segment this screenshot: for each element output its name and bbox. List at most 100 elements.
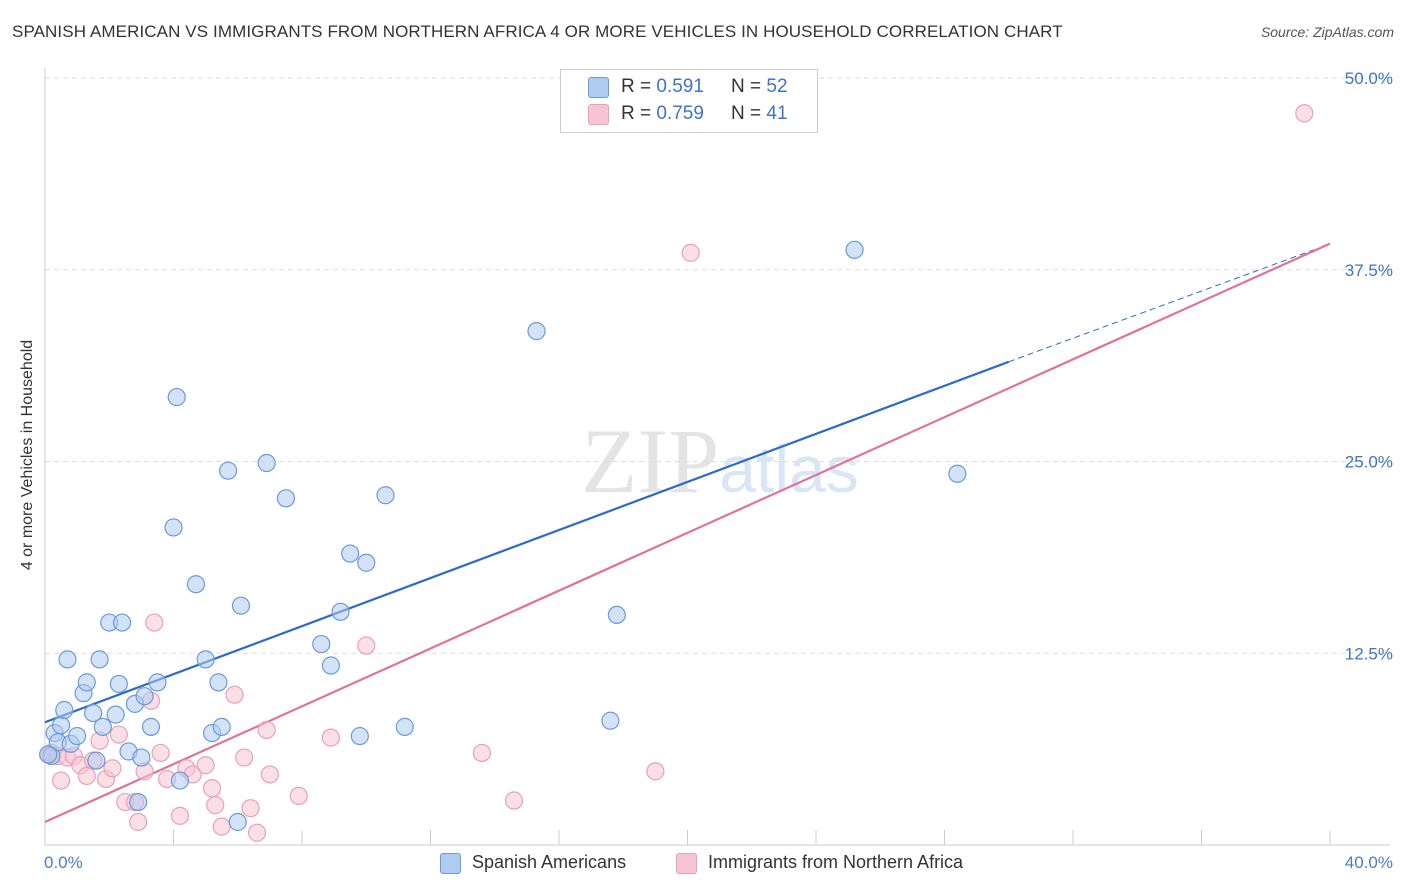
point-spanish-american — [132, 748, 151, 767]
point-spanish-american — [331, 602, 350, 621]
legend-r: R = 0.759 — [621, 103, 704, 125]
legend-label: Immigrants from Northern Africa — [708, 852, 964, 872]
point-spanish-american — [527, 322, 546, 341]
data-points — [39, 104, 1314, 842]
point-spanish-american — [376, 486, 395, 505]
point-spanish-american — [350, 726, 369, 746]
legend-r-value: 0.759 — [656, 103, 704, 124]
point-spanish-american — [55, 700, 74, 720]
legend-r-label: R = — [621, 103, 652, 124]
point-northern-africa — [472, 743, 491, 763]
point-northern-africa — [103, 759, 122, 778]
y-tick-label: 25.0% — [1345, 453, 1393, 472]
source-label: Source: ZipAtlas.com — [1260, 24, 1394, 40]
point-spanish-american — [51, 716, 71, 735]
legend-r: R = 0.591 — [621, 76, 704, 98]
point-spanish-american — [167, 387, 186, 407]
point-spanish-american — [321, 656, 341, 675]
trend-line-spanish-americans — [44, 360, 1010, 724]
legend-n: N = 41 — [731, 103, 788, 125]
point-spanish-american — [109, 674, 128, 694]
trend-line-northern-africa — [44, 242, 1331, 823]
point-northern-africa — [196, 756, 215, 775]
point-spanish-american — [87, 751, 106, 770]
point-spanish-american — [209, 673, 228, 692]
point-spanish-american — [607, 605, 626, 625]
axes — [44, 68, 1390, 846]
legend-r-label: R = — [621, 76, 652, 97]
point-spanish-american — [141, 717, 161, 736]
correlation-legend: R = 0.591 N = 52 R = 0.759 N = 41 — [560, 69, 818, 133]
point-spanish-american — [196, 650, 215, 669]
point-northern-africa — [247, 823, 267, 842]
point-spanish-american — [170, 771, 190, 790]
legend-n-label: N = — [731, 103, 762, 124]
legend-swatch-blue — [588, 77, 609, 98]
point-spanish-american — [84, 703, 103, 723]
trend-lines — [44, 242, 1331, 823]
point-spanish-american — [77, 673, 96, 692]
point-spanish-american — [186, 575, 206, 594]
point-spanish-american — [212, 717, 231, 736]
point-spanish-american — [93, 717, 112, 736]
point-spanish-american — [948, 464, 967, 483]
legend-n-value: 41 — [766, 103, 788, 124]
point-spanish-american — [68, 726, 87, 746]
point-northern-africa — [51, 771, 71, 790]
point-spanish-american — [106, 705, 125, 724]
gridlines — [45, 77, 1390, 654]
point-northern-africa — [260, 765, 279, 784]
point-northern-africa — [681, 243, 700, 262]
legend-swatch-blue — [440, 853, 461, 874]
x-axis-min-label: 0.0% — [44, 853, 83, 872]
point-spanish-american — [395, 717, 414, 736]
point-spanish-american — [164, 518, 183, 537]
point-northern-africa — [151, 743, 170, 763]
point-spanish-american — [231, 596, 251, 615]
point-northern-africa — [77, 766, 96, 786]
point-spanish-american — [276, 489, 296, 508]
point-northern-africa — [241, 799, 260, 818]
point-northern-africa — [225, 685, 244, 704]
point-northern-africa — [129, 812, 148, 832]
y-tick-label: 37.5% — [1345, 261, 1393, 280]
point-spanish-american — [257, 453, 276, 473]
point-spanish-american — [845, 240, 864, 259]
point-northern-africa — [212, 817, 231, 836]
series-legend: Spanish Americans Immigrants from Northe… — [0, 852, 1406, 876]
point-northern-africa — [235, 748, 254, 767]
legend-swatch-pink — [676, 853, 697, 874]
chart-title: SPANISH AMERICAN VS IMMIGRANTS FROM NORT… — [12, 22, 1063, 41]
y-tick-label: 50.0% — [1345, 69, 1393, 88]
point-spanish-american — [228, 812, 247, 832]
legend-swatch-pink — [588, 104, 609, 125]
point-spanish-american — [90, 650, 109, 669]
point-spanish-american — [58, 650, 77, 669]
point-northern-africa — [289, 786, 308, 806]
point-spanish-american — [112, 613, 132, 632]
point-northern-africa — [202, 779, 222, 798]
x-axis-max-label: 40.0% — [1344, 853, 1393, 872]
point-northern-africa — [357, 636, 376, 655]
point-northern-africa — [257, 720, 276, 740]
point-spanish-american — [219, 461, 238, 480]
point-northern-africa — [321, 728, 341, 747]
y-axis-label: 4 or more Vehicles in Household — [19, 339, 36, 571]
point-spanish-american — [135, 687, 154, 706]
legend-r-value: 0.591 — [656, 76, 704, 97]
legend-n-value: 52 — [766, 76, 788, 97]
point-northern-africa — [170, 806, 190, 825]
legend-label: Spanish Americans — [472, 852, 627, 872]
point-northern-africa — [109, 725, 128, 744]
point-northern-africa — [1295, 104, 1314, 123]
point-northern-africa — [145, 613, 164, 632]
point-spanish-american — [601, 711, 620, 730]
point-northern-africa — [206, 796, 225, 815]
y-tick-label: 12.5% — [1345, 644, 1393, 663]
y-tick-labels: 12.5% 25.0% 37.5% 50.0% — [1345, 69, 1393, 663]
legend-n-label: N = — [731, 76, 762, 97]
point-spanish-american — [312, 634, 331, 654]
point-spanish-american — [148, 673, 167, 692]
point-spanish-american — [341, 544, 360, 563]
